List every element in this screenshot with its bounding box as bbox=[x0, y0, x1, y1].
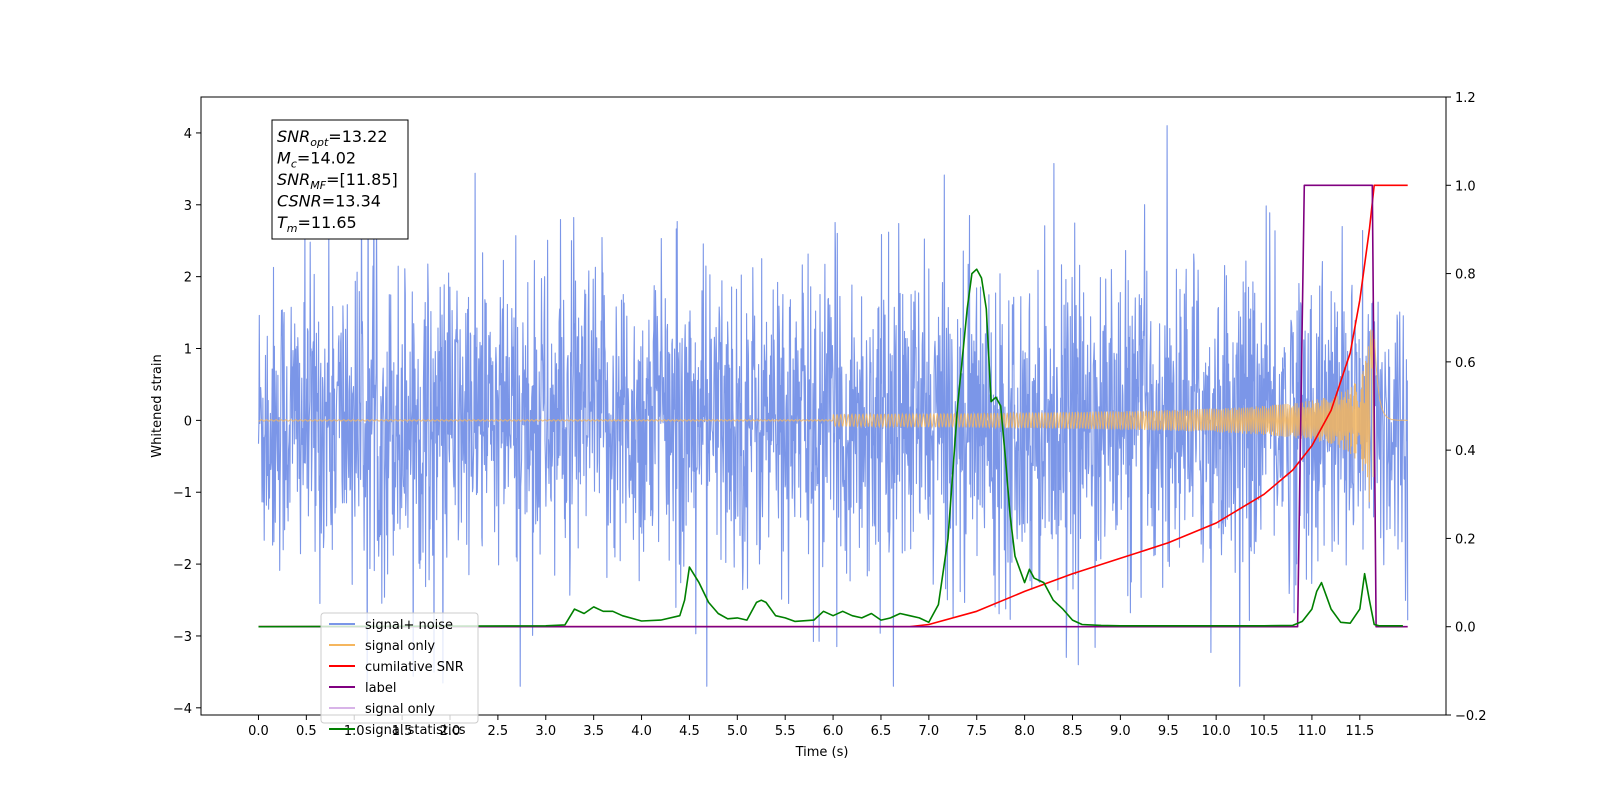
y2-tick-label: 1.0 bbox=[1455, 179, 1476, 194]
x-tick-label: 8.0 bbox=[1014, 724, 1035, 739]
signal-only-line bbox=[258, 329, 1408, 503]
x-tick-label: 9.0 bbox=[1110, 724, 1131, 739]
x-tick-label: 5.0 bbox=[727, 724, 748, 739]
info-label: M bbox=[277, 149, 291, 168]
y2-tick-label: 0.2 bbox=[1455, 532, 1476, 547]
right-axis-series bbox=[258, 184, 1408, 628]
y-tick-label: 4 bbox=[184, 127, 192, 142]
x-tick-label: 8.5 bbox=[1062, 724, 1083, 739]
info-label: CSNR bbox=[277, 192, 322, 211]
info-label: SNR bbox=[277, 170, 310, 189]
signal-statistics-line bbox=[258, 268, 1403, 628]
info-value: =14.02 bbox=[297, 149, 356, 168]
legend: signal+ noise signal only cumilative SNR la… bbox=[320, 612, 479, 738]
info-label: T bbox=[277, 213, 288, 232]
info-box-line: SNRopt=13.22 bbox=[277, 127, 388, 149]
plot-area bbox=[257, 125, 1409, 687]
legend-label: label bbox=[365, 681, 396, 696]
y-tick-label: 3 bbox=[184, 199, 192, 214]
y-axis-label: Whitened strain bbox=[150, 354, 165, 457]
y-tick-label: −3 bbox=[173, 630, 192, 645]
y2-tick-label: 1.2 bbox=[1455, 91, 1476, 106]
info-value: =11.65 bbox=[298, 213, 357, 232]
y-tick-label: −2 bbox=[173, 558, 192, 573]
series-signal-noise bbox=[257, 125, 1409, 687]
info-value: =13.34 bbox=[322, 192, 381, 211]
info-box-line: CSNR=13.34 bbox=[277, 192, 381, 211]
x-tick-label: 6.5 bbox=[871, 724, 892, 739]
info-subscript: m bbox=[287, 222, 298, 235]
x-tick-label: 2.0 bbox=[440, 724, 461, 739]
y-tick-label: 1 bbox=[184, 343, 192, 358]
x-tick-label: 0.0 bbox=[248, 724, 269, 739]
info-box: SNRopt=13.22Mc=14.02SNRMF=[11.85]CSNR=13… bbox=[271, 119, 409, 240]
x-tick-label: 4.5 bbox=[679, 724, 700, 739]
plot-frame bbox=[200, 96, 1447, 716]
y2-tick-label: 0.0 bbox=[1455, 621, 1476, 636]
legend-label: signal only bbox=[365, 639, 435, 654]
y2-tick-label: 0.4 bbox=[1455, 444, 1476, 459]
x-tick-label: 3.0 bbox=[535, 724, 556, 739]
x-tick-label: 4.0 bbox=[631, 724, 652, 739]
x-tick-label: 10.5 bbox=[1250, 724, 1279, 739]
y2-tick-label: −0.2 bbox=[1455, 709, 1487, 724]
y-tick-label: −1 bbox=[173, 486, 192, 501]
y-tick-label: 0 bbox=[184, 414, 192, 429]
info-label: SNR bbox=[277, 127, 310, 146]
x-tick-label: 5.5 bbox=[775, 724, 796, 739]
y2-tick-label: 0.6 bbox=[1455, 356, 1476, 371]
label-line bbox=[258, 184, 1408, 628]
info-subscript: c bbox=[291, 158, 297, 171]
x-tick-label: 1.0 bbox=[344, 724, 365, 739]
x-tick-label: 10.0 bbox=[1202, 724, 1231, 739]
info-value: =[11.85] bbox=[326, 170, 398, 189]
x-tick-label: 7.0 bbox=[919, 724, 940, 739]
info-box-frame bbox=[271, 119, 409, 240]
info-subscript: MF bbox=[310, 179, 326, 192]
x-tick-label: 7.5 bbox=[966, 724, 987, 739]
x-tick-label: 9.5 bbox=[1158, 724, 1179, 739]
x-tick-label: 2.5 bbox=[488, 724, 509, 739]
info-subscript: opt bbox=[310, 136, 329, 149]
x-axis: 0.0 0.5 1.0 1.5 2.0 2.5 3.0 3.5 4.0 4.5 5.0 5.5 6.0 6… bbox=[248, 715, 1374, 739]
legend-frame bbox=[320, 612, 479, 724]
x-tick-label: 0.5 bbox=[296, 724, 317, 739]
x-tick-label: 6.0 bbox=[823, 724, 844, 739]
info-box-line: Mc=14.02 bbox=[277, 149, 356, 171]
x-tick-label: 11.0 bbox=[1297, 724, 1326, 739]
y-axis-right: 1.2 1.0 0.8 0.6 0.4 0.2 0.0 −0.2 bbox=[1446, 91, 1487, 724]
signal-noise-line bbox=[257, 125, 1409, 687]
y-tick-label: 2 bbox=[184, 271, 192, 286]
cumulative-snr-line bbox=[258, 184, 1408, 628]
x-tick-label: 3.5 bbox=[583, 724, 604, 739]
legend-label: signal statistics bbox=[365, 723, 466, 738]
y-tick-label: −4 bbox=[173, 702, 192, 717]
info-box-line: SNRMF=[11.85] bbox=[277, 170, 398, 192]
legend-label: signal+ noise bbox=[365, 618, 453, 633]
y2-tick-label: 0.8 bbox=[1455, 268, 1476, 283]
x-tick-label: 11.5 bbox=[1345, 724, 1374, 739]
info-value: =13.22 bbox=[328, 127, 387, 146]
legend-label: signal only bbox=[365, 702, 435, 717]
x-tick-label: 1.5 bbox=[392, 724, 413, 739]
y-axis-left: 4 3 2 1 0 −1 −2 −3 −4 bbox=[173, 127, 201, 717]
legend-label: cumilative SNR bbox=[365, 660, 464, 675]
info-box-line: Tm=11.65 bbox=[277, 213, 357, 235]
series-signal-only bbox=[258, 329, 1408, 503]
x-axis-label: Time (s) bbox=[795, 745, 849, 760]
